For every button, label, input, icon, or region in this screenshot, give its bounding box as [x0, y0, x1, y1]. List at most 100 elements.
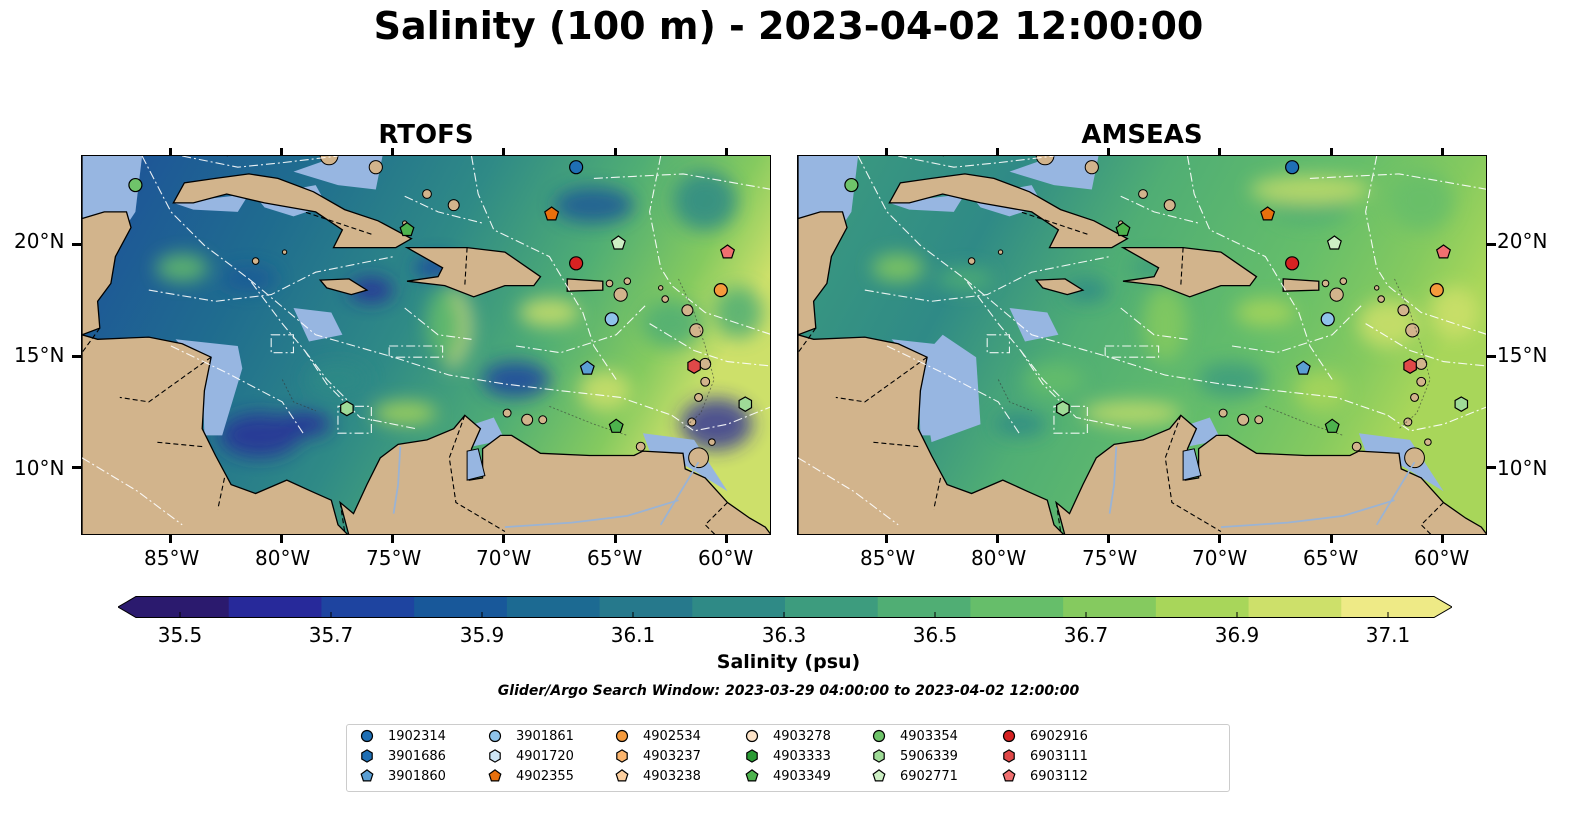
legend-marker-6903111	[1003, 749, 1015, 763]
legend-label: 6902771	[900, 768, 958, 784]
lon-tick	[884, 535, 888, 543]
eez-line	[1387, 406, 1486, 432]
float-marker-1902314[interactable]	[569, 160, 584, 175]
isobath-line	[281, 379, 316, 412]
landmass-central-america	[798, 334, 1065, 534]
lon-tick	[168, 148, 172, 156]
float-marker-6903111[interactable]	[1403, 358, 1417, 374]
float-marker-3901861[interactable]	[604, 312, 619, 327]
border-line	[835, 356, 928, 403]
colorbar-segment	[692, 596, 786, 618]
float-marker-4902355[interactable]	[1260, 206, 1276, 221]
float-marker-4902355[interactable]	[544, 206, 560, 221]
float-marker-4902534[interactable]	[1429, 283, 1444, 298]
lon-label-80w-right: 80°W	[971, 546, 1027, 570]
float-marker-6902916[interactable]	[569, 256, 584, 271]
float-markers[interactable]	[128, 160, 753, 433]
colorbar-segment	[414, 596, 508, 618]
float-marker-4902534[interactable]	[713, 283, 728, 298]
island	[502, 408, 512, 418]
float-marker-4903349[interactable]	[1324, 418, 1340, 433]
legend-marker-3901860	[360, 769, 374, 782]
float-marker-3901861[interactable]	[1320, 312, 1335, 327]
border-line	[1020, 211, 1088, 235]
float-marker-3901860[interactable]	[579, 360, 595, 375]
lon-label-70w-left: 70°W	[476, 546, 532, 570]
legend-label: 3901860	[388, 768, 446, 784]
colorbar-segment	[970, 596, 1064, 618]
legend-entry-1902314: 1902314	[359, 728, 446, 744]
map-panel-rtofs[interactable]	[81, 155, 771, 535]
eez-line	[1309, 173, 1486, 190]
float-marker-5906339[interactable]	[1056, 400, 1070, 417]
lon-tick	[279, 535, 283, 543]
eez-line	[798, 457, 899, 526]
high-salinity-filament	[1249, 175, 1370, 204]
eez-line	[470, 156, 617, 380]
colorbar-tick-35-9: 35.9	[459, 623, 505, 647]
eez-line	[1186, 156, 1333, 380]
legend-marker-6902916	[1002, 729, 1016, 743]
island	[1237, 413, 1250, 426]
landmass-puerto-rico	[1282, 278, 1320, 292]
eez-line	[886, 345, 1022, 436]
float-marker-4903349[interactable]	[608, 418, 624, 433]
float-marker-5906339[interactable]	[738, 396, 753, 412]
island	[708, 438, 716, 446]
island	[1218, 408, 1228, 418]
panel-title-rtofs: RTOFS	[378, 120, 474, 150]
float-marker-6903112[interactable]	[1435, 244, 1452, 259]
float-marker-5906339[interactable]	[1454, 396, 1469, 412]
eddy-blob	[579, 370, 632, 411]
float-marker-3901860[interactable]	[1295, 360, 1311, 375]
float-marker-4903354[interactable]	[128, 177, 143, 193]
island	[1035, 156, 1055, 166]
river	[1375, 461, 1416, 526]
rivers	[392, 446, 700, 528]
eddy-blob	[307, 363, 368, 396]
colorbar-tick-36-3: 36.3	[761, 623, 807, 647]
eez-line	[515, 305, 646, 354]
legend-entry-6903112: 6903112	[1001, 768, 1088, 784]
float-marker-1902314[interactable]	[1285, 160, 1300, 175]
float-marker-4903354[interactable]	[844, 177, 859, 193]
landmass-yucatan	[798, 156, 848, 336]
float-marker-6903112[interactable]	[719, 244, 736, 259]
island	[1403, 417, 1413, 427]
legend-label: 4902534	[643, 728, 701, 744]
legend-marker-4903237	[616, 749, 628, 763]
map-panel-amseas[interactable]	[797, 155, 1487, 535]
eez-box	[388, 345, 444, 358]
island	[1138, 189, 1148, 199]
border-line	[1055, 502, 1062, 532]
lon-tick	[391, 148, 395, 156]
lat-tick	[1487, 242, 1496, 246]
island	[661, 295, 669, 303]
float-marker-6902916[interactable]	[1285, 256, 1300, 271]
float-marker-4903349[interactable]	[1115, 221, 1131, 237]
island	[1329, 287, 1344, 302]
legend-label: 4901720	[516, 748, 574, 764]
float-marker-6902771[interactable]	[610, 235, 626, 250]
float-marker-4903349[interactable]	[399, 221, 415, 237]
eez-line	[1365, 156, 1486, 335]
legend-entry-4903237: 4903237	[614, 748, 701, 764]
border-line	[704, 502, 728, 534]
float-markers[interactable]	[844, 160, 1469, 433]
lon-tick	[613, 148, 617, 156]
country-borders	[82, 211, 728, 534]
legend-marker-4903354	[872, 729, 886, 743]
legend-entry-4903238: 4903238	[614, 768, 701, 784]
legend-marker-3901861	[488, 729, 502, 743]
lon-tick	[1218, 148, 1222, 156]
legend-entry-3901861: 3901861	[487, 728, 574, 744]
float-marker-5906339[interactable]	[340, 400, 354, 417]
legend-marker-6902771	[872, 769, 886, 782]
lon-label-60w-left: 60°W	[698, 546, 754, 570]
float-marker-6903111[interactable]	[687, 358, 701, 374]
figure-title: Salinity (100 m) - 2023-04-02 12:00:00	[373, 4, 1204, 48]
legend-label: 6902916	[1030, 728, 1088, 744]
float-marker-6902771[interactable]	[1326, 235, 1342, 250]
high-salinity-filament	[446, 288, 472, 371]
eez-box	[1104, 345, 1160, 358]
